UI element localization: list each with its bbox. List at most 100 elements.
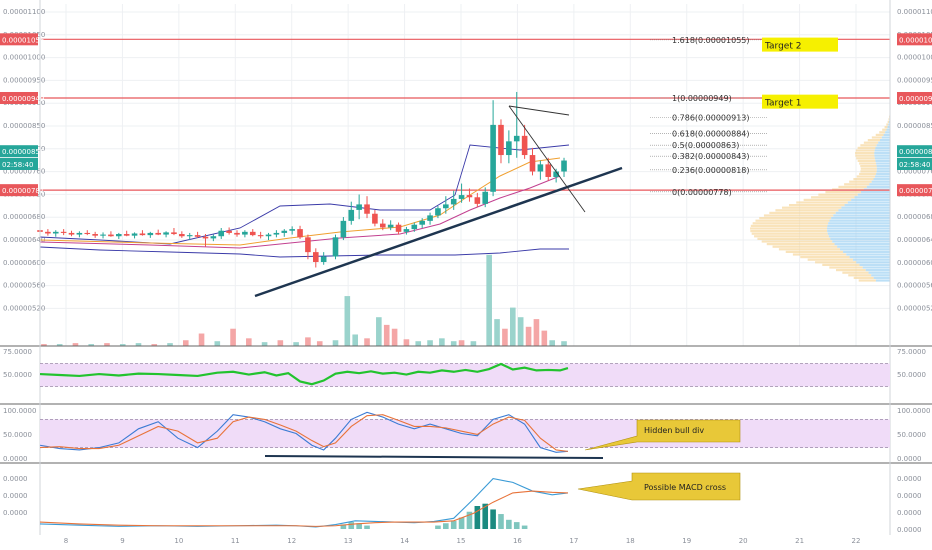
- volume-profile-bar: [837, 245, 890, 248]
- macd-line: [39, 478, 569, 528]
- volume-profile-bar: [788, 204, 845, 207]
- macd-histogram-bar: [340, 524, 347, 529]
- price-axis-left-label: 0.00000760: [3, 168, 45, 176]
- candle-body: [68, 232, 75, 235]
- candle-body: [372, 213, 378, 224]
- volume-profile-bar: [759, 217, 832, 220]
- volume-bar: [450, 341, 457, 346]
- macd-axis-left-label: 0.0000: [3, 475, 28, 483]
- macd-histogram-bar: [506, 519, 512, 529]
- candle-body: [320, 256, 327, 263]
- volume-profile-bar: [876, 167, 890, 170]
- price-tag-left-label: 0.00000949: [2, 95, 44, 103]
- candle-body: [427, 215, 433, 221]
- stoch-line: [39, 411, 569, 453]
- volume-bar: [427, 340, 433, 346]
- candle-body: [356, 204, 362, 210]
- volume-profile-bar: [863, 188, 890, 191]
- volume-profile-bar: [888, 118, 890, 121]
- price-axis-left-label: 0.00000950: [3, 76, 45, 84]
- rsi-band: [40, 363, 890, 387]
- price-axis-right-label: 0.00000640: [897, 236, 932, 244]
- volume-profile-bar: [847, 201, 890, 204]
- volume-profile-bar: [883, 133, 890, 136]
- volume-profile-bar: [867, 139, 881, 142]
- volume-profile-bar: [844, 183, 870, 186]
- volume-bar: [56, 344, 63, 346]
- volume-profile-bar: [856, 175, 876, 178]
- volume-profile-bar: [761, 240, 833, 243]
- price-axis-right-label: 0.00001100: [897, 8, 932, 16]
- volume-profile-bar: [856, 157, 875, 160]
- candle-body: [297, 229, 303, 238]
- macd-line: [39, 490, 568, 527]
- candle-body: [537, 164, 544, 172]
- volume-bar: [458, 340, 465, 346]
- volume-profile-bar: [834, 243, 890, 246]
- time-axis-label: 16: [513, 537, 522, 545]
- volume-profile-bar: [800, 256, 850, 259]
- price-tag-right: [897, 92, 932, 104]
- candle-body: [379, 223, 386, 228]
- volume-profile-bar: [876, 162, 890, 165]
- candle-body: [419, 220, 425, 225]
- volume-profile-bar: [750, 224, 828, 227]
- volume-profile-bar: [859, 263, 890, 266]
- volume-profile-bar: [803, 198, 852, 201]
- volume-profile-bar: [878, 141, 890, 144]
- volume-profile-bar: [868, 271, 890, 274]
- volume-profile-bar: [829, 219, 890, 222]
- volume-profile-bar: [874, 152, 890, 155]
- volume-bar: [214, 341, 221, 346]
- volume-profile-bar: [752, 222, 829, 225]
- candle-body: [218, 230, 225, 237]
- candle-body: [474, 197, 481, 204]
- volume-profile-bar: [857, 193, 890, 196]
- fib-level-label: 0(0.00000778): [672, 188, 732, 197]
- macd-histogram-bar: [443, 523, 449, 529]
- fib-level-label: 1(0.00000949): [672, 94, 732, 103]
- macd-histogram-bar: [348, 522, 355, 529]
- macd-axis-left-label: 0.0000: [3, 492, 28, 500]
- candle-body: [45, 231, 51, 234]
- volume-profile-bar: [832, 240, 890, 243]
- volume-bar: [305, 337, 311, 346]
- volume-profile-bar: [828, 222, 890, 225]
- price-tag-right: [897, 33, 932, 46]
- volume-profile-bar: [836, 269, 866, 272]
- stoch-axis-label: 100.0000: [897, 407, 930, 415]
- volume-bar: [277, 340, 284, 346]
- time-axis-label: 13: [344, 537, 353, 545]
- candle-body: [545, 164, 552, 177]
- volume-profile-bar: [827, 224, 890, 227]
- volume-profile-bar: [849, 256, 890, 259]
- volume-bar: [344, 296, 351, 346]
- volume-profile-bar: [860, 170, 877, 173]
- volume-profile-bar: [848, 274, 872, 277]
- candle-body: [108, 234, 114, 237]
- time-axis-label: 10: [174, 537, 183, 545]
- candle-body: [202, 236, 209, 239]
- volume-profile-bar: [859, 162, 877, 165]
- volume-profile-bar: [838, 209, 890, 212]
- volume-profile-bar: [750, 230, 828, 233]
- time-axis-label: 19: [682, 537, 691, 545]
- price-tag-right-label: 0.00000949: [899, 95, 932, 103]
- volume-bar: [352, 334, 358, 346]
- volume-profile-bar: [822, 263, 860, 266]
- volume-bar: [541, 330, 548, 346]
- price-tag-right: [897, 158, 932, 170]
- volume-profile-bar: [875, 175, 890, 178]
- stoch-axis-label: 50.0000: [897, 431, 926, 439]
- volume-profile-bar: [855, 152, 875, 155]
- volume-profile-bar: [844, 204, 890, 207]
- volume-profile-bar: [884, 126, 888, 129]
- candle-body: [332, 237, 339, 257]
- volume-bar: [376, 317, 382, 346]
- candle-body: [340, 220, 347, 238]
- volume-profile-bar: [873, 178, 890, 181]
- candle-body: [313, 252, 319, 263]
- volume-profile-bar: [857, 159, 876, 162]
- rsi-axis-label: 75.0000: [897, 348, 926, 356]
